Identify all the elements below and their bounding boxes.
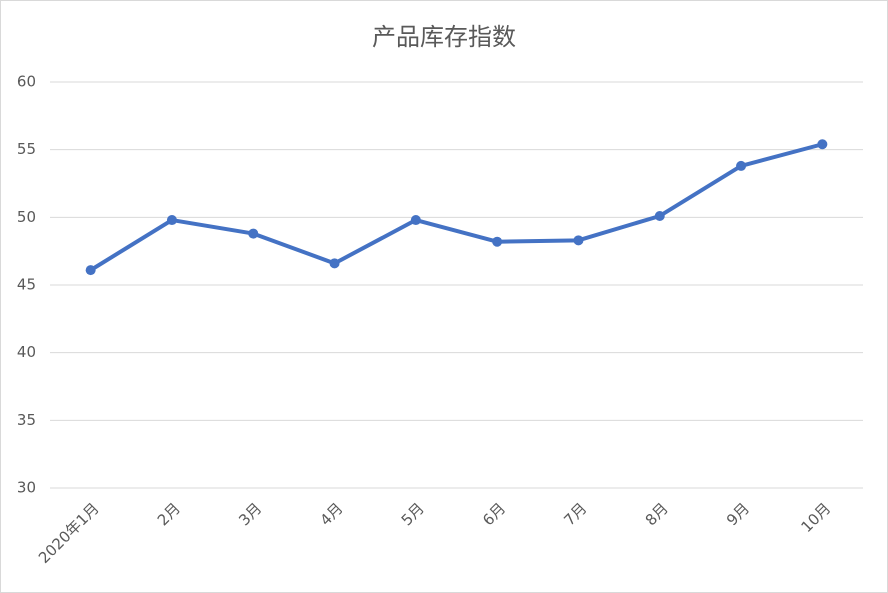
point <box>166 215 177 226</box>
line <box>88 142 825 273</box>
point <box>248 228 259 239</box>
point <box>492 236 503 247</box>
y-tick-label: 60 <box>17 73 36 91</box>
point <box>817 139 828 150</box>
point <box>573 235 584 246</box>
y-tick-label: 45 <box>17 276 36 294</box>
y-tick-label: 40 <box>17 343 36 361</box>
point <box>736 160 747 171</box>
point <box>654 210 665 221</box>
point <box>85 265 96 276</box>
chart-title: 产品库存指数 <box>372 23 516 51</box>
y-tick-label: 35 <box>17 411 36 429</box>
y-tick-label: 50 <box>17 208 36 226</box>
y-tick-label: 30 <box>17 479 36 497</box>
point <box>410 215 421 226</box>
y-tick-label: 55 <box>17 140 36 158</box>
point <box>329 258 340 269</box>
